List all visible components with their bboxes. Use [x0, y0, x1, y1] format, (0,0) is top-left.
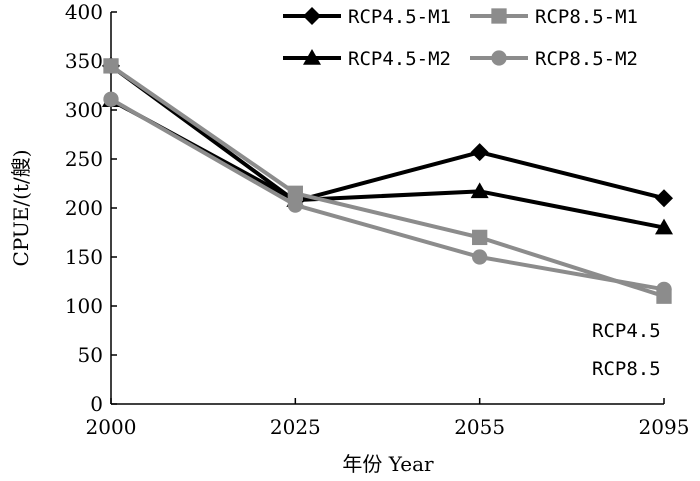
axes: 0 50 100 150 200 250 300 350 400 2000 2025 2055 2095 — [65, 0, 690, 439]
y-tick-label: 300 — [65, 98, 103, 122]
data-point-rcp8-5-m1 — [656, 288, 672, 304]
legend-label: RCP8.5-M2 — [535, 48, 638, 70]
y-tick-label: 200 — [65, 196, 103, 220]
legend-marker — [491, 8, 507, 24]
series-rcp8-5-m2 — [103, 91, 672, 297]
data-point-rcp8-5-m2 — [472, 249, 488, 265]
y-tick-label: 150 — [65, 245, 103, 269]
series-rcp4-5-m1 — [102, 56, 673, 211]
data-point-rcp8-5-m2 — [287, 197, 303, 213]
legend-label: RCP4.5-M1 — [348, 6, 451, 28]
legend-item-rcp8-5-m1: RCP8.5-M1 — [470, 6, 638, 28]
x-tick-label: 2000 — [86, 415, 137, 439]
legend-item-rcp4-5-m2: RCP4.5-M2 — [283, 48, 451, 70]
series-rcp8-5-m1 — [103, 58, 672, 304]
legend-marker — [303, 49, 321, 65]
data-point-rcp4-5-m2 — [655, 218, 673, 235]
y-tick-label: 400 — [65, 0, 103, 24]
data-point-rcp8-5-m1 — [287, 185, 303, 201]
series-line-rcp8-5-m1 — [109, 64, 665, 299]
y-axis-title: CPUE/(t/艘) — [9, 150, 33, 267]
legend-marker — [303, 7, 321, 25]
y-tick-label: 50 — [78, 343, 103, 367]
data-point-rcp4-5-m1 — [655, 189, 673, 208]
x-tick-label: 2025 — [270, 415, 321, 439]
series-line-rcp4-5-m1 — [109, 64, 665, 204]
legend-item-rcp4-5-m1: RCP4.5-M1 — [283, 6, 451, 28]
y-tick-label: 250 — [65, 147, 103, 171]
legend-label: RCP8.5-M1 — [535, 6, 638, 28]
legend: RCP4.5-M1 RCP8.5-M1 RCP4.5-M2 RCP8.5-M2 — [283, 6, 638, 70]
series-rcp4-5-m2 — [102, 91, 673, 235]
data-point-rcp4-5-m1 — [470, 143, 489, 162]
data-point-rcp8-5-m1 — [103, 58, 119, 74]
annotation-label: RCP8.5 — [592, 358, 661, 380]
y-tick-label: 0 — [90, 392, 103, 416]
x-tick-label: 2095 — [639, 415, 690, 439]
x-axis-title: 年份 Year — [342, 452, 434, 476]
legend-label: RCP4.5-M2 — [348, 48, 451, 70]
y-tick-label: 100 — [65, 294, 103, 318]
data-point-rcp8-5-m1 — [472, 229, 488, 246]
data-point-rcp8-5-m2 — [103, 91, 119, 107]
y-tick-label: 350 — [65, 49, 103, 73]
legend-marker — [491, 50, 507, 66]
x-tick-label: 2055 — [454, 415, 505, 439]
series-line-rcp8-5-m2 — [110, 97, 665, 292]
annotation-label: RCP4.5 — [592, 320, 661, 342]
series-line-rcp4-5-m2 — [110, 98, 665, 230]
data-point-rcp4-5-m2 — [470, 182, 489, 199]
annotations: RCP4.5 RCP8.5 — [592, 320, 661, 380]
legend-item-rcp8-5-m2: RCP8.5-M2 — [470, 48, 638, 70]
series-layer — [102, 56, 673, 304]
